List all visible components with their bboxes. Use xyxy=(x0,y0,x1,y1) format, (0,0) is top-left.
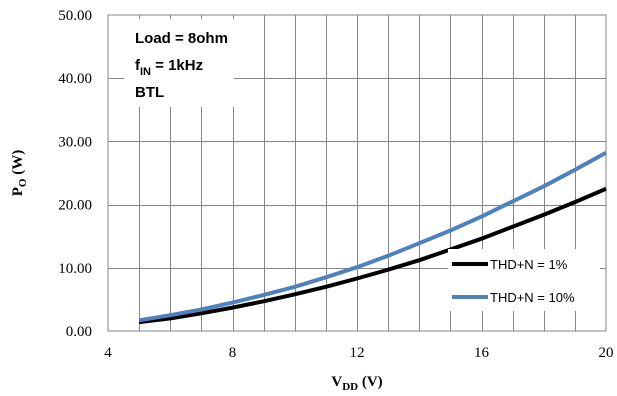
annotation-frequency-sub: IN xyxy=(140,66,151,78)
x-tick-label: 4 xyxy=(104,345,112,361)
legend-label-1: THD+N = 1% xyxy=(490,257,568,272)
x-tick-label: 12 xyxy=(350,345,365,361)
x-tick-label: 16 xyxy=(474,345,490,361)
annotation-frequency-rest: = 1kHz xyxy=(151,57,203,74)
y-tick-label: 50.00 xyxy=(58,8,92,24)
y-tick-label: 10.00 xyxy=(58,261,92,277)
y-axis-title-main: P xyxy=(10,187,26,196)
annotation-config: BTL xyxy=(135,84,164,101)
y-tick-label: 0.00 xyxy=(66,324,92,340)
x-axis-title: VDD (V) xyxy=(331,374,382,393)
legend-label-2: THD+N = 10% xyxy=(490,290,575,305)
y-axis-title: PO (W) xyxy=(10,150,29,196)
x-axis-title-unit: (V) xyxy=(358,374,383,390)
y-axis-title-unit: (W) xyxy=(10,150,26,179)
annotation-load: Load = 8ohm xyxy=(135,30,228,47)
x-axis-title-sub: DD xyxy=(342,381,358,393)
y-tick-label: 30.00 xyxy=(58,134,92,150)
x-axis-title-main: V xyxy=(331,374,342,390)
x-tick-label: 20 xyxy=(599,345,614,361)
y-tick-label: 20.00 xyxy=(58,198,92,214)
y-tick-label: 40.00 xyxy=(58,71,92,87)
x-tick-label: 8 xyxy=(229,345,237,361)
